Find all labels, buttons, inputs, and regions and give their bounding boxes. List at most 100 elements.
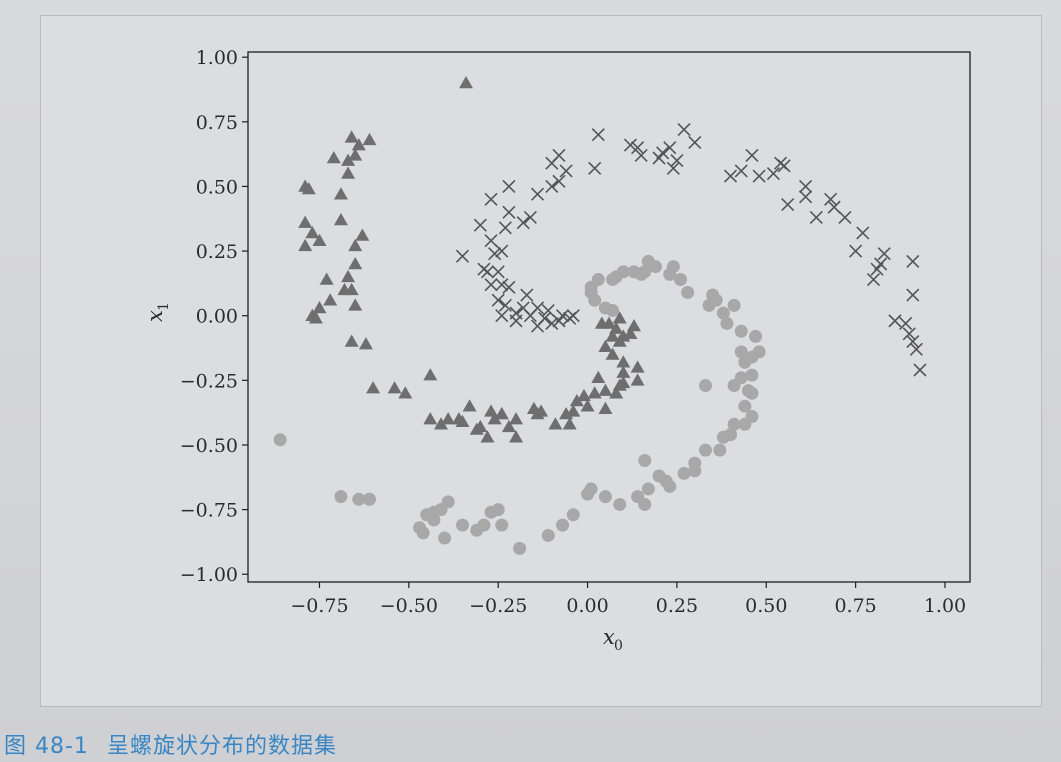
triangle-point <box>298 238 313 252</box>
cross-point <box>545 179 559 194</box>
cross-point <box>591 128 605 142</box>
triangle-point <box>344 130 359 143</box>
circle-point <box>716 430 730 444</box>
cross-point <box>484 278 498 292</box>
triangle-point <box>351 138 366 151</box>
circle-point <box>681 285 695 299</box>
cross-point <box>559 164 573 178</box>
circle-point <box>638 497 652 511</box>
triangle-point <box>562 417 577 430</box>
circle-point <box>441 495 455 509</box>
circle-point <box>638 453 652 467</box>
cross-point <box>516 216 530 230</box>
cross-point <box>656 146 670 160</box>
triangle-point <box>323 293 338 306</box>
triangle-point <box>501 419 516 433</box>
cross-point <box>781 197 795 212</box>
triangle-point <box>612 334 627 347</box>
cross-point <box>670 154 684 168</box>
triangle-point <box>548 417 563 430</box>
circle-point <box>588 293 602 307</box>
cross-point <box>663 141 677 155</box>
circle-point <box>745 410 759 424</box>
circle-point <box>416 526 430 540</box>
cross-point <box>799 190 813 204</box>
triangle-point <box>319 272 334 285</box>
triangle-point <box>594 316 609 329</box>
circle-point <box>745 386 759 400</box>
cross-point <box>552 148 566 162</box>
triangle-point <box>398 386 413 399</box>
cross-point <box>566 309 580 323</box>
circle-point <box>752 345 766 359</box>
triangle-point <box>434 417 449 430</box>
cross-point <box>495 278 509 292</box>
triangle-point <box>387 381 402 394</box>
triangle-point <box>569 394 584 407</box>
cross-point <box>870 262 884 276</box>
cross-point <box>827 200 841 214</box>
triangle-point <box>623 326 638 340</box>
y-axis-label-text: x <box>143 310 167 322</box>
triangle-point <box>305 225 320 239</box>
circle-point <box>495 518 509 532</box>
circle-point <box>613 497 627 511</box>
triangle-point <box>605 347 620 360</box>
cross-point <box>552 174 566 188</box>
cross-point <box>484 234 498 248</box>
triangle-point <box>441 412 456 425</box>
cross-point <box>745 148 759 162</box>
cross-point <box>909 342 923 356</box>
y-tick-label: 0.25 <box>196 241 238 263</box>
figure-area <box>40 15 1042 707</box>
triangle-point <box>348 257 363 270</box>
cross-point <box>530 187 545 201</box>
circle-point <box>749 329 763 343</box>
circle-point <box>727 417 741 431</box>
cross-point <box>555 309 570 323</box>
triangle-point <box>598 383 613 396</box>
circle-point <box>673 273 687 287</box>
triangle-point <box>333 213 348 226</box>
marks-layer <box>273 76 927 555</box>
triangle-point <box>487 412 502 425</box>
figure-caption: 图 48-1 呈螺旋状分布的数据集 <box>4 728 337 760</box>
triangle-point <box>509 412 524 425</box>
x-axis-label-text: x <box>603 625 615 649</box>
triangle-point <box>630 360 645 373</box>
circle-point <box>513 541 527 555</box>
x-axis-label-subscript: 0 <box>614 638 623 654</box>
cross-point <box>523 210 537 225</box>
cross-point <box>473 218 487 232</box>
circle-point <box>541 528 555 542</box>
x-axis-label: x 0 <box>603 625 623 654</box>
triangle-point <box>616 355 631 368</box>
cross-point <box>484 192 498 206</box>
x-tick-label: 0.75 <box>834 595 876 617</box>
cross-point <box>888 314 902 328</box>
y-axis-label: x 1 <box>143 302 172 322</box>
circle-point <box>720 316 734 330</box>
triangle-point <box>598 401 613 415</box>
triangle-point <box>348 148 363 161</box>
circle-point <box>716 306 730 320</box>
cross-point <box>809 210 823 225</box>
circle-point <box>584 482 598 496</box>
cross-point <box>530 319 545 333</box>
cross-point <box>902 327 916 341</box>
triangle-point <box>341 166 356 179</box>
y-tick-label: −1.00 <box>180 564 238 586</box>
cross-point <box>824 192 838 206</box>
triangle-point <box>616 365 631 378</box>
axes-frame <box>247 51 971 583</box>
circle-point <box>491 503 505 517</box>
y-tick-label: 0.50 <box>196 176 238 198</box>
cross-point <box>634 148 648 162</box>
circle-point <box>641 482 655 496</box>
circle-point <box>438 531 452 545</box>
cross-point <box>495 309 509 323</box>
circle-point <box>663 479 677 493</box>
circle-point <box>598 490 612 504</box>
circle-point <box>334 490 348 504</box>
triangle-point <box>509 430 524 443</box>
